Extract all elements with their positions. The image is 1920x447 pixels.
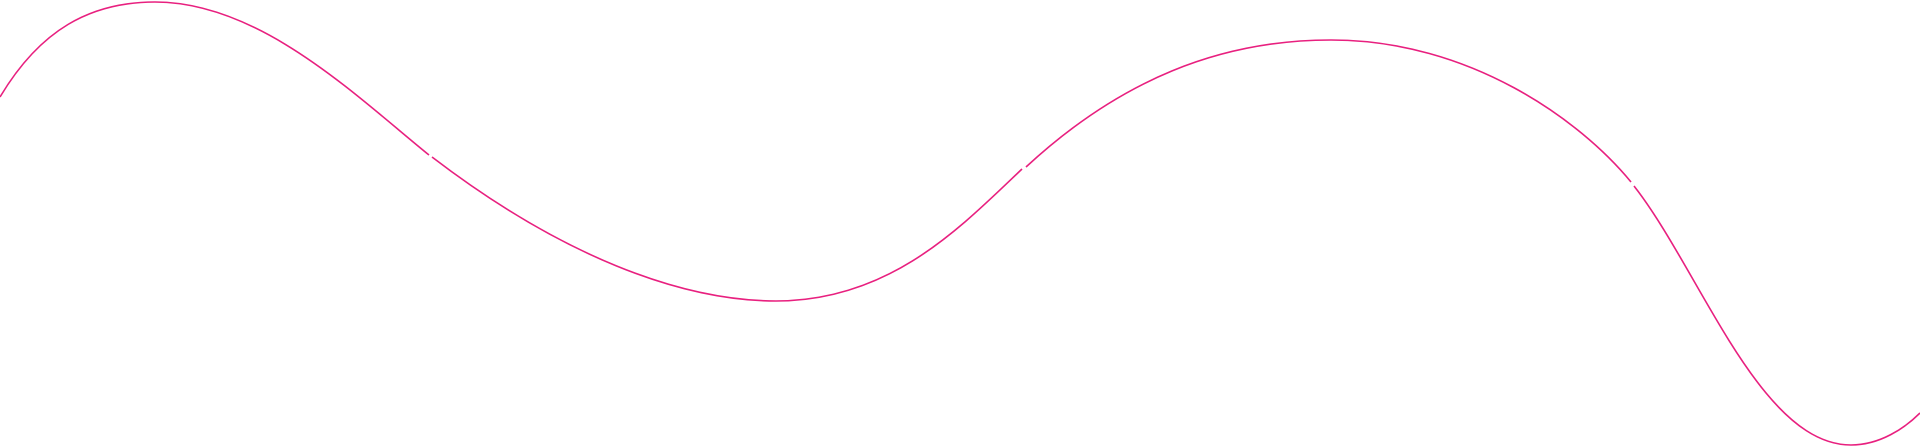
wave-segment-4 bbox=[1633, 185, 1920, 446]
wave-segment-3 bbox=[1025, 39, 1632, 183]
wave-segment-1 bbox=[0, 1, 430, 156]
wave-segment-2 bbox=[431, 156, 1023, 302]
